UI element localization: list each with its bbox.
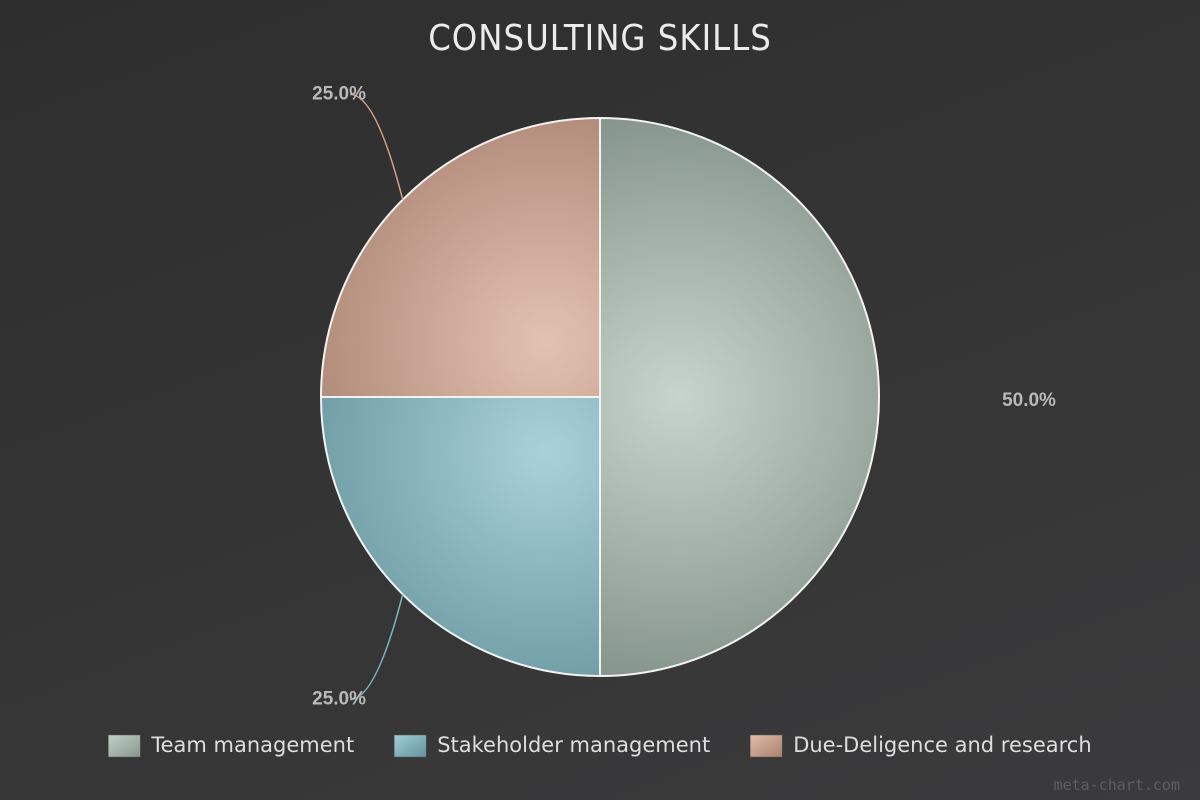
- legend-label: Due-Deligence and research: [793, 733, 1091, 757]
- legend-item-team-management[interactable]: Team management: [108, 733, 354, 758]
- leader-line-stakeholder-management: [349, 594, 404, 701]
- legend-item-due-deligence-and-research[interactable]: Due-Deligence and research: [749, 733, 1092, 758]
- pie-slice-due-deligence-and-research[interactable]: [320, 117, 601, 398]
- leader-line-due-deligence-and-research: [349, 93, 404, 200]
- chart-title: CONSULTING SKILLS: [428, 18, 772, 59]
- pie-slice-team-management[interactable]: [599, 117, 880, 677]
- value-label-due-deligence-and-research: 25.0%: [312, 83, 366, 104]
- pie-slice-stakeholder-management[interactable]: [320, 396, 601, 677]
- label-leader-lines: [349, 93, 404, 701]
- legend-swatch: [108, 734, 141, 758]
- value-labels: 50.0% 25.0% 25.0%: [312, 83, 1056, 709]
- value-label-stakeholder-management: 25.0%: [312, 689, 366, 710]
- legend-swatch: [393, 734, 427, 758]
- pie-slices: [320, 117, 880, 677]
- legend: Team management Stakeholder management Due…: [108, 733, 1092, 758]
- value-label-team-management: 50.0%: [1002, 390, 1056, 411]
- watermark: meta-chart.com: [1054, 776, 1180, 794]
- legend-label: Stakeholder management: [437, 733, 710, 757]
- legend-item-stakeholder-management[interactable]: Stakeholder management: [393, 733, 710, 758]
- legend-label: Team management: [150, 733, 354, 757]
- legend-swatch: [749, 734, 783, 758]
